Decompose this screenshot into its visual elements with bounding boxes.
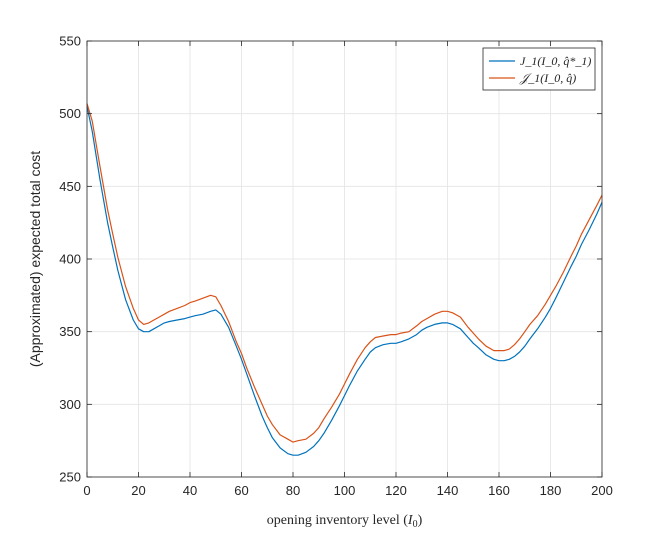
y-tick-label: 350 (59, 324, 81, 339)
x-tick-label: 120 (385, 483, 407, 498)
x-tick-label: 200 (591, 483, 613, 498)
x-tick-label: 160 (488, 483, 510, 498)
y-axis-label: (Approximated) expected total cost (27, 151, 43, 367)
x-axis-label: opening inventory level (I0) (267, 513, 423, 530)
legend-box (482, 47, 596, 91)
y-tick-label: 450 (59, 179, 81, 194)
y-tick-label: 300 (59, 397, 81, 412)
y-tick-label: 550 (59, 34, 81, 49)
series-group (86, 103, 603, 456)
y-tick-label: 500 (59, 106, 81, 121)
x-tick-label: 80 (286, 483, 300, 498)
legend: J_1(I_0, q̂*_1) 𝒥_1(I_0, q̂) (482, 47, 596, 91)
series-2-line (86, 103, 603, 443)
x-tick-label: 140 (437, 483, 459, 498)
x-tick-label: 40 (183, 483, 197, 498)
y-tick-label: 250 (59, 470, 81, 485)
x-tick-label: 100 (334, 483, 356, 498)
x-tick-label: 0 (83, 483, 90, 498)
y-tick-label: 400 (59, 252, 81, 267)
x-tick-label: 60 (234, 483, 248, 498)
series-1-line (86, 106, 603, 456)
ticks: 0 20 40 60 80 100 120 140 160 180 200 250 300 350 400 4… (59, 34, 613, 499)
x-tick-label: 20 (131, 483, 145, 498)
x-tick-label: 180 (540, 483, 562, 498)
legend-label-series-1: J_1(I_0, q̂*_1) (520, 54, 591, 68)
legend-label-series-2: 𝒥_1(I_0, q̂) (519, 71, 576, 85)
